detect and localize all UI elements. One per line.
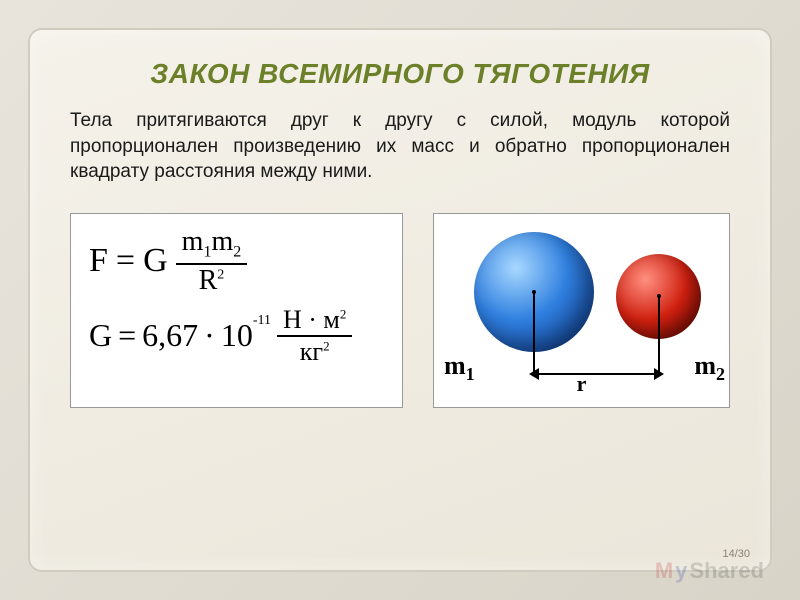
- eq2-lhs: G: [89, 317, 112, 354]
- label-distance: r: [577, 371, 587, 397]
- eq2-unit-fraction: Н · м2 кг2: [277, 307, 352, 365]
- eq2-dot: ·: [204, 317, 215, 354]
- eq2-base: 10-11: [221, 317, 271, 354]
- slide-frame: ЗАКОН ВСЕМИРНОГО ТЯГОТЕНИЯ Тела притягив…: [28, 28, 772, 572]
- eq1-equals: =: [116, 242, 135, 280]
- arrow-right-icon: [654, 368, 664, 380]
- slide-body-text: Тела притягиваются друг к другу с силой,…: [70, 108, 730, 185]
- slide-title: ЗАКОН ВСЕМИРНОГО ТЯГОТЕНИЯ: [70, 58, 730, 90]
- eq1-denominator: R2: [199, 265, 225, 295]
- formula-panel: F = G m1m2 R2 G = 6,67 · 10-11 Н · м2 кг…: [70, 213, 403, 408]
- watermark-y: y: [675, 558, 687, 584]
- formula-eq1: F = G m1m2 R2: [89, 228, 384, 295]
- vertical-line-2: [658, 296, 660, 374]
- vertical-line-1: [533, 292, 535, 374]
- eq2-unit-den: кг2: [300, 337, 330, 365]
- distance-line: [533, 373, 660, 375]
- eq1-coef: G: [143, 242, 168, 280]
- eq1-fraction: m1m2 R2: [176, 228, 248, 295]
- eq1-lhs: F: [89, 242, 108, 280]
- diagram-panel: m1 m2 r: [433, 213, 730, 408]
- label-m2: m2: [694, 351, 725, 385]
- watermark: MyShared: [655, 558, 764, 584]
- eq2-equals: =: [118, 317, 136, 354]
- arrow-left-icon: [529, 368, 539, 380]
- eq2-unit-num: Н · м2: [277, 307, 352, 337]
- eq1-numerator: m1m2: [176, 228, 248, 265]
- formula-eq2: G = 6,67 · 10-11 Н · м2 кг2: [89, 307, 384, 365]
- watermark-suffix: Shared: [689, 558, 764, 584]
- watermark-m: M: [655, 558, 673, 584]
- eq2-value: 6,67: [142, 317, 198, 354]
- content-panels: F = G m1m2 R2 G = 6,67 · 10-11 Н · м2 кг…: [70, 213, 730, 408]
- label-m1: m1: [444, 351, 475, 385]
